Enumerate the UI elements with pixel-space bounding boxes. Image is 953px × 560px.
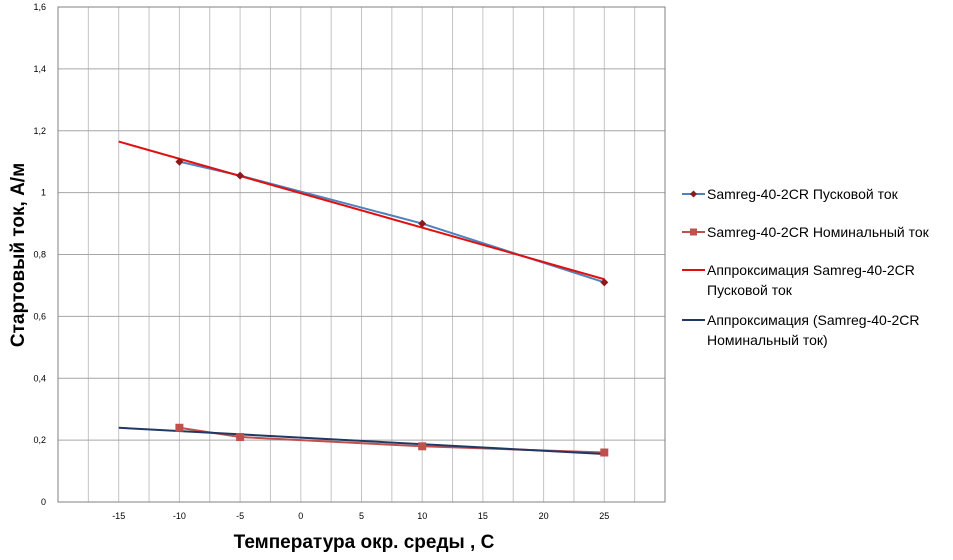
- y-tick-label: 0,6: [33, 311, 46, 321]
- data-point: [175, 157, 184, 166]
- x-tick-label: 5: [359, 511, 364, 521]
- x-tick-label: 15: [478, 511, 488, 521]
- y-tick-label: 0,8: [33, 250, 46, 260]
- legend-label: Аппроксимация Samreg-40-2CR Пусковой ток: [707, 262, 915, 298]
- legend-label: Samreg-40-2CR Пусковой ток: [707, 186, 898, 202]
- y-tick-label: 1,2: [33, 126, 46, 136]
- x-axis-title: Температура окр. среды , С: [234, 532, 495, 553]
- y-tick-label: 1,6: [33, 2, 46, 12]
- legend: Samreg-40-2CR Пусковой ток Samreg-40-2CR…: [681, 184, 953, 350]
- legend-square-marker-icon: [682, 228, 705, 236]
- y-tick-label: 1: [41, 188, 46, 198]
- x-tick-label: -15: [112, 511, 125, 521]
- series: [118, 140, 609, 457]
- y-tick-label: 1,4: [33, 64, 46, 74]
- legend-item-start-trend: Аппроксимация Samreg-40-2CR Пусковой ток: [681, 260, 953, 300]
- trendline: [118, 426, 605, 456]
- data-point: [418, 219, 427, 228]
- y-tick-label: 0,4: [33, 373, 46, 383]
- data-point: [175, 423, 184, 432]
- legend-item-start-current: Samreg-40-2CR Пусковой ток: [681, 184, 953, 204]
- tick-labels: 0 0,2 0,4 0,6 0,8 1 1,2 1,4 1,6 -15 -10 -5 0 5 10 15 20 2…: [33, 2, 609, 521]
- data-point: [600, 278, 609, 287]
- y-tick-label: 0,2: [33, 435, 46, 445]
- data-point: [418, 442, 427, 451]
- legend-label: Аппроксимация (Samreg-40-2CR Номинальный…: [707, 312, 920, 348]
- y-tick-label: 0: [41, 497, 46, 507]
- data-point: [236, 433, 245, 442]
- legend-item-nominal-current: Samreg-40-2CR Номинальный ток: [681, 222, 953, 242]
- x-tick-label: 25: [599, 511, 609, 521]
- x-tick-label: -10: [173, 511, 186, 521]
- legend-line-icon: [682, 319, 705, 321]
- x-tick-label: 10: [417, 511, 427, 521]
- data-point: [236, 171, 245, 180]
- legend-line-icon: [682, 269, 705, 271]
- data-point: [600, 448, 609, 457]
- y-axis-title: Стартовый ток, А/м: [8, 163, 29, 347]
- legend-diamond-marker-icon: [682, 190, 705, 198]
- trendline: [118, 140, 605, 281]
- x-tick-label: -5: [236, 511, 244, 521]
- grid: [57, 6, 666, 503]
- legend-item-nominal-trend: Аппроксимация (Samreg-40-2CR Номинальный…: [681, 310, 953, 350]
- legend-label: Samreg-40-2CR Номинальный ток: [707, 224, 929, 240]
- x-tick-label: 0: [298, 511, 303, 521]
- plot-area-border: [57, 6, 666, 503]
- x-tick-label: 20: [539, 511, 549, 521]
